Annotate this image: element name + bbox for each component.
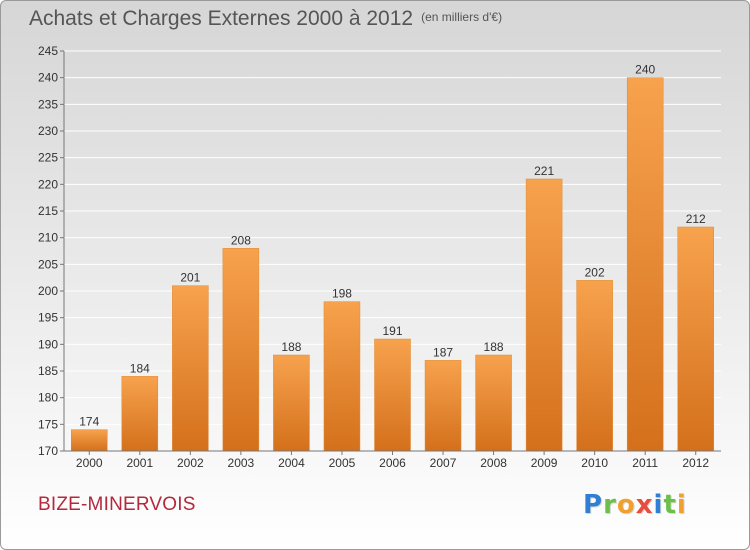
commune-name: BIZE-MINERVOIS xyxy=(38,494,196,515)
bar xyxy=(222,248,260,452)
x-tick-label: 2003 xyxy=(228,456,255,470)
bar xyxy=(323,301,361,452)
bar xyxy=(475,354,512,452)
data-label: 191 xyxy=(382,324,402,338)
x-tick-label: 2005 xyxy=(329,456,356,470)
data-label: 221 xyxy=(534,164,554,178)
logo-letter: x xyxy=(635,490,654,520)
logo-letter: o xyxy=(616,490,636,520)
x-tick-label: 2001 xyxy=(126,456,153,470)
y-tick-label: 230 xyxy=(38,124,58,138)
data-label: 212 xyxy=(686,212,706,226)
x-tick-label: 2010 xyxy=(581,456,608,470)
x-tick-label: 2006 xyxy=(379,456,406,470)
y-tick-label: 200 xyxy=(38,284,58,298)
data-label: 174 xyxy=(79,415,99,429)
y-tick-label: 185 xyxy=(38,364,58,378)
bar xyxy=(121,376,159,452)
chart-title-text: Achats et Charges Externes 2000 à 2012 xyxy=(29,7,414,30)
y-tick-label: 205 xyxy=(38,257,58,271)
data-label: 188 xyxy=(484,340,504,354)
bar xyxy=(374,338,411,452)
y-tick-label: 245 xyxy=(38,44,58,58)
chart-subtitle: (en milliers d'€) xyxy=(421,10,503,24)
x-tick-label: 2002 xyxy=(177,456,204,470)
y-tick-label: 235 xyxy=(38,97,58,111)
data-label: 187 xyxy=(433,345,453,359)
x-tick-label: 2011 xyxy=(632,456,658,470)
axes: 170 175 180 185 190 195 200 205 210 215 220 225 230 2… xyxy=(38,44,721,470)
y-tick-label: 170 xyxy=(38,444,58,458)
x-tick-label: 2009 xyxy=(531,456,558,470)
y-tick-label: 215 xyxy=(38,204,58,218)
x-tick-label: 2004 xyxy=(278,456,305,470)
data-labels: 174 184 201 208 188 198 191 187 188 221 202 240 212 xyxy=(79,63,706,429)
y-tick-label: 175 xyxy=(38,417,58,431)
logo-letter: P xyxy=(583,490,604,520)
data-label: 240 xyxy=(635,63,655,77)
bar xyxy=(576,280,613,452)
logo-letter: i xyxy=(653,490,664,520)
data-label: 184 xyxy=(130,361,150,375)
y-tick-label: 210 xyxy=(38,231,58,245)
bar xyxy=(273,354,310,452)
x-tick-label: 2012 xyxy=(682,456,709,470)
data-label: 202 xyxy=(585,265,605,279)
chart-title: Achats et Charges Externes 2000 à 2012 (e… xyxy=(29,7,502,31)
y-tick-label: 190 xyxy=(38,337,58,351)
y-tick-label: 220 xyxy=(38,177,58,191)
bar xyxy=(626,77,664,452)
y-tick-label: 180 xyxy=(38,391,58,405)
bars xyxy=(71,77,714,452)
bar xyxy=(172,285,209,452)
logo-letter: i xyxy=(676,490,687,520)
logo-letter: t xyxy=(663,490,677,520)
data-label: 208 xyxy=(231,233,251,247)
data-label: 201 xyxy=(180,271,200,285)
data-label: 198 xyxy=(332,287,352,301)
bar xyxy=(71,429,108,452)
y-tick-label: 195 xyxy=(38,311,58,325)
proxiti-logo: Proxiti xyxy=(583,490,687,520)
bar xyxy=(525,178,563,452)
logo-letter: r xyxy=(603,490,617,520)
x-tick-label: 2000 xyxy=(76,456,103,470)
x-tick-label: 2007 xyxy=(430,456,457,470)
bar xyxy=(424,360,462,452)
x-tick-label: 2008 xyxy=(480,456,507,470)
data-label: 188 xyxy=(281,340,301,354)
y-tick-label: 225 xyxy=(38,151,58,165)
bar xyxy=(677,226,714,452)
y-tick-label: 240 xyxy=(38,71,58,85)
